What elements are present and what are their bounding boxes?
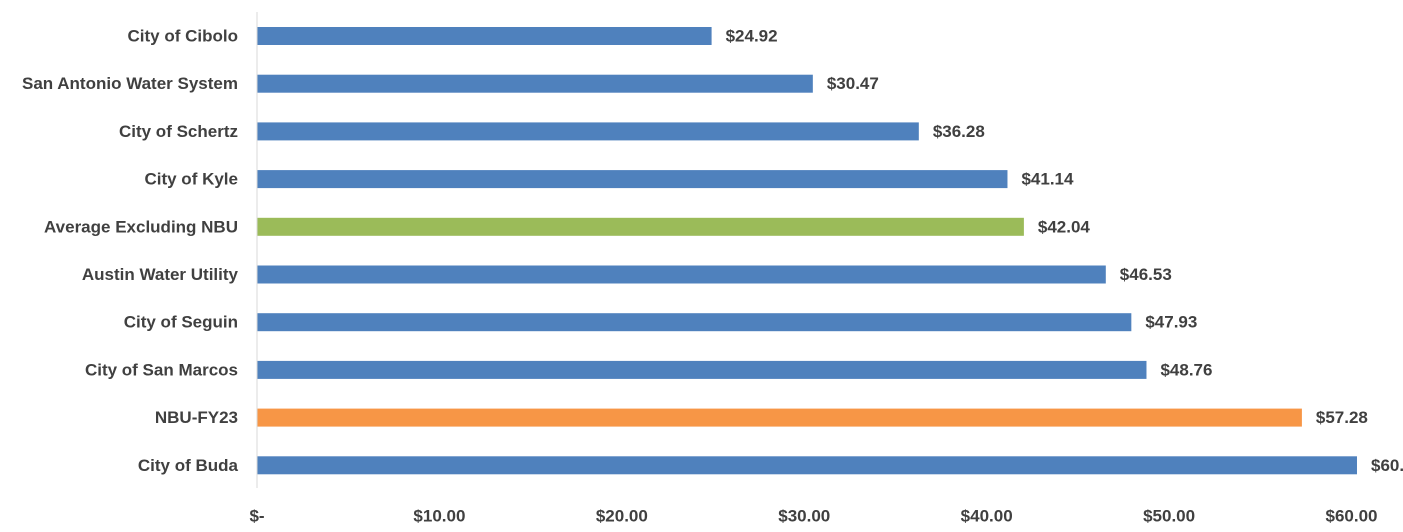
bar	[257, 456, 1357, 475]
category-label: City of Seguin	[124, 313, 238, 332]
category-label: San Antonio Water System	[22, 74, 238, 93]
x-tick-label: $60.00	[1326, 507, 1378, 526]
x-tick-label: $20.00	[596, 507, 648, 526]
category-label: Average Excluding NBU	[44, 217, 238, 236]
data-label: $42.04	[1038, 217, 1091, 236]
bar	[257, 313, 1132, 332]
x-tick-label: $50.00	[1143, 507, 1195, 526]
category-label: City of Buda	[138, 456, 239, 475]
bar	[257, 360, 1147, 379]
data-label: $41.14	[1021, 170, 1074, 189]
category-label: City of Kyle	[144, 170, 238, 189]
bar	[257, 74, 813, 93]
category-label: NBU-FY23	[155, 408, 238, 427]
category-label: City of Cibolo	[128, 27, 238, 46]
data-label: $36.28	[933, 122, 985, 141]
data-label: $60.30	[1371, 456, 1403, 475]
x-tick-label: $40.00	[961, 507, 1013, 526]
bar	[257, 170, 1008, 189]
x-tick-label: $-	[249, 507, 264, 526]
category-label: City of Schertz	[119, 122, 238, 141]
data-label: $24.92	[726, 27, 778, 46]
bar	[257, 265, 1106, 284]
data-label: $46.53	[1120, 265, 1172, 284]
category-label: City of San Marcos	[85, 360, 238, 379]
data-label: $48.76	[1160, 360, 1212, 379]
x-tick-label: $30.00	[778, 507, 830, 526]
category-label: Austin Water Utility	[82, 265, 239, 284]
bar	[257, 27, 712, 45]
bar	[257, 408, 1302, 427]
bar	[257, 122, 919, 141]
data-label: $47.93	[1145, 313, 1197, 332]
data-label: $57.28	[1316, 408, 1368, 427]
data-label: $30.47	[827, 74, 879, 93]
x-tick-label: $10.00	[413, 507, 465, 526]
bar	[257, 217, 1024, 236]
